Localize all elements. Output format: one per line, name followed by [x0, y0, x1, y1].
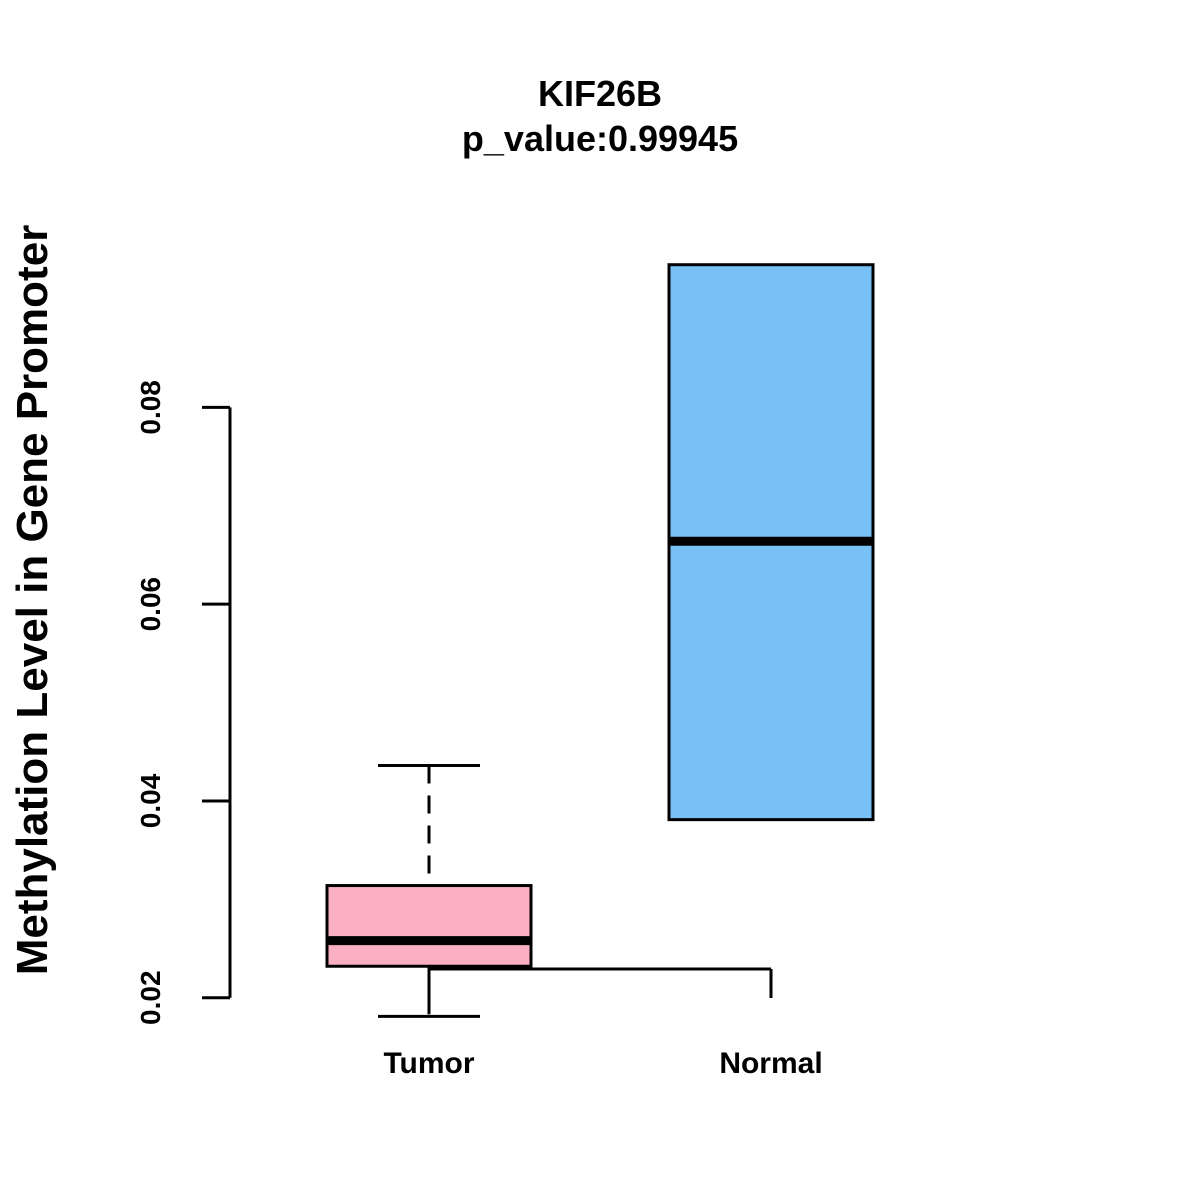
x-tick-label: Tumor: [383, 1047, 474, 1080]
chart-subtitle: p_value:0.99945: [462, 118, 738, 159]
y-axis: 0.02 0.04 0.06 0.08: [135, 380, 232, 1025]
x-tick-label: Normal: [719, 1047, 822, 1080]
y-axis-label: Methylation Level in Gene Promoter: [8, 225, 57, 976]
y-tick-label: 0.06: [135, 577, 166, 632]
boxes: [325, 263, 875, 1018]
y-tick-label: 0.04: [135, 773, 166, 828]
box-tumor: [325, 764, 533, 1018]
chart-title: KIF26B: [538, 73, 662, 114]
y-tick-label: 0.02: [135, 970, 166, 1025]
y-tick-label: 0.08: [135, 380, 166, 435]
x-axis: Tumor Normal: [383, 967, 823, 1080]
box-normal: [667, 263, 875, 822]
box-iqr: [325, 884, 533, 968]
